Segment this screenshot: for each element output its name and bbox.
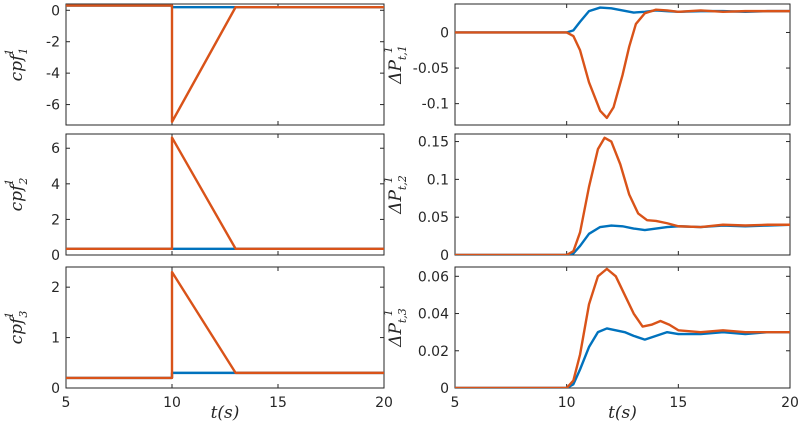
y-tick-label: 1 <box>51 331 60 347</box>
axes-box-cpf3 <box>65 266 385 389</box>
x-tick-label: 10 <box>558 395 576 411</box>
series-line-cpf1-2 <box>66 4 384 124</box>
series-line-dPt3-2 <box>455 267 790 388</box>
panel-cpf3: 5 10 15 20 0 1 2 cpf31 t(s) <box>3 266 393 423</box>
axes-box-cpf2 <box>65 133 385 256</box>
y-tick-label: 0.02 <box>418 344 449 360</box>
series-line-dPt2-2 <box>455 136 790 255</box>
y-axis-label-dPt2: ΔPt,21 <box>382 175 409 215</box>
panel-dPt3: 5 10 15 20 0 0.02 0.04 0.06 ΔPt,31 t(s) <box>382 266 799 423</box>
y-tick-label: 0.06 <box>418 269 449 285</box>
axes-box-cpf1 <box>65 3 385 126</box>
x-tick-label: 20 <box>781 395 799 411</box>
y-tick-label: 0.05 <box>418 210 449 226</box>
y-tick-label: 0 <box>440 25 449 41</box>
y-tick-label: 4 <box>51 177 60 193</box>
x-tick-label: 10 <box>163 395 181 411</box>
x-tick-label: 5 <box>451 395 460 411</box>
x-tick-label: 5 <box>62 395 71 411</box>
panel-cpf1: 0 -2 -4 -6 cpf11 <box>3 3 385 126</box>
panel-cpf2: 0 2 4 6 cpf21 <box>3 133 385 264</box>
series-line-cpf3-2 <box>66 270 384 380</box>
y-tick-label: 0.15 <box>418 135 449 151</box>
y-tick-label: 0.04 <box>418 307 449 323</box>
y-tick-label: -0.05 <box>413 61 449 77</box>
y-tick-label: -4 <box>46 66 60 82</box>
y-tick-label: 0 <box>51 248 60 264</box>
series-line-cpf2-2 <box>66 136 384 250</box>
y-tick-label: 0 <box>51 3 60 19</box>
x-axis-label-dPt3: t(s) <box>608 403 637 423</box>
panel-dPt2: 0 0.05 0.1 0.15 ΔPt,21 <box>382 133 791 264</box>
y-tick-label: 2 <box>51 212 60 228</box>
x-tick-label: 20 <box>375 395 393 411</box>
y-tick-label: 0 <box>440 381 449 397</box>
y-tick-label: 0.1 <box>427 172 449 188</box>
x-axis-label-cpf3: t(s) <box>211 403 240 423</box>
y-axis-label-dPt1: ΔPt,11 <box>382 45 409 85</box>
panel-dPt1: 0 -0.05 -0.1 ΔPt,11 <box>382 3 791 126</box>
y-tick-label: 0 <box>440 248 449 264</box>
x-tick-label: 15 <box>669 395 687 411</box>
y-tick-label: -6 <box>46 98 60 114</box>
axes-box-dPt2 <box>454 133 791 256</box>
y-axis-label-cpf2: cpf21 <box>3 178 30 212</box>
y-tick-label: 0 <box>51 381 60 397</box>
y-tick-label: -0.1 <box>422 97 449 113</box>
y-axis-label-cpf1: cpf11 <box>3 48 30 82</box>
series-line-dPt1-2 <box>455 8 790 120</box>
series-line-dPt3-1 <box>455 327 790 388</box>
y-tick-label: -2 <box>46 35 60 51</box>
x-tick-label: 15 <box>269 395 287 411</box>
y-axis-label-dPt3: ΔPt,31 <box>382 308 409 348</box>
y-axis-label-cpf3: cpf31 <box>3 311 30 345</box>
y-tick-label: 6 <box>51 141 60 157</box>
axes-box-dPt3 <box>454 266 791 389</box>
axes-box-dPt1 <box>454 3 791 126</box>
y-tick-label: 2 <box>51 280 60 296</box>
